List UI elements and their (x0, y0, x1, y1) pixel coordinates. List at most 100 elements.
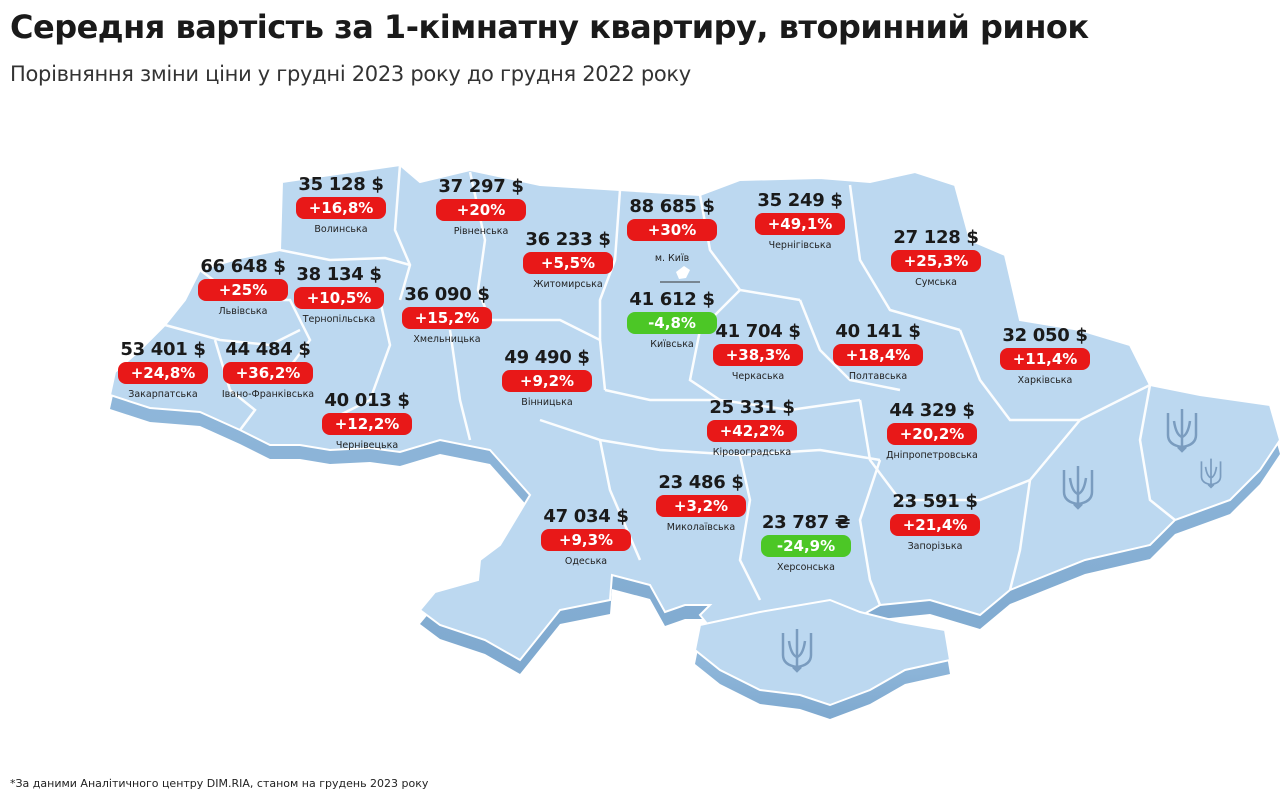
region-change-badge: +11,4% (1000, 348, 1090, 370)
region-price: 41 612 $ (629, 289, 715, 310)
region-label: 35 249 $ +49,1% Чернігівська (735, 190, 865, 251)
region-price: 40 141 $ (835, 321, 921, 342)
region-price: 35 249 $ (757, 190, 843, 211)
region-name: Черкаська (731, 371, 785, 382)
region-price: 37 297 $ (438, 176, 524, 197)
region-change-badge: +9,3% (541, 529, 631, 551)
region-label: 49 490 $ +9,2% Вінницька (482, 347, 612, 408)
region-price: 23 787 ₴ (761, 512, 851, 533)
trident-icon (1200, 458, 1222, 489)
region-name: Київська (650, 339, 694, 350)
region-label: 23 787 ₴ -24,9% Херсонська (741, 512, 871, 573)
region-label: 88 685 $ +30% м. Київ (607, 196, 737, 264)
region-price: 44 329 $ (889, 400, 975, 421)
region-name: Рівненська (453, 226, 509, 237)
region-name: Полтавська (848, 371, 908, 382)
region-label: 66 648 $ +25% Львівська (178, 256, 308, 317)
page-title: Середня вартість за 1-кімнатну квартиру,… (10, 8, 1089, 46)
region-change-badge: +42,2% (707, 420, 797, 442)
region-name: Миколаївська (666, 522, 736, 533)
region-price: 25 331 $ (709, 397, 795, 418)
region-name: м. Київ (654, 253, 690, 264)
region-name: Житомирська (533, 279, 603, 290)
region-change-badge: +24,8% (118, 362, 208, 384)
region-label: 27 128 $ +25,3% Сумська (871, 227, 1001, 288)
region-name: Хмельницька (413, 334, 481, 345)
region-change-badge: +18,4% (833, 344, 923, 366)
region-label: 36 090 $ +15,2% Хмельницька (382, 284, 512, 345)
region-name: Чернігівська (768, 240, 832, 251)
region-label: 23 486 $ +3,2% Миколаївська (636, 472, 766, 533)
kyiv-city-shape (676, 266, 690, 279)
region-change-badge: +21,4% (890, 514, 980, 536)
region-name: Сумська (915, 277, 957, 288)
region-change-badge: +25,3% (891, 250, 981, 272)
region-borders (164, 164, 1176, 606)
region-change-badge: +25% (198, 279, 288, 301)
trident-icon (781, 629, 813, 673)
region-label: 41 704 $ +38,3% Черкаська (693, 321, 823, 382)
region-change-badge: -24,9% (761, 535, 851, 557)
footnote: *За даними Аналітичного центру DIM.RIA, … (10, 777, 429, 790)
region-price: 38 134 $ (296, 264, 382, 285)
region-name: Закарпатська (128, 389, 198, 400)
region-label: 47 034 $ +9,3% Одеська (521, 506, 651, 567)
region-name: Чернівецька (335, 440, 399, 451)
region-price: 36 233 $ (525, 229, 611, 250)
region-price: 36 090 $ (404, 284, 490, 305)
region-price: 41 704 $ (715, 321, 801, 342)
region-change-badge: +16,8% (296, 197, 386, 219)
trident-icon (1062, 466, 1094, 510)
region-label: 37 297 $ +20% Рівненська (416, 176, 546, 237)
region-name: Кіровоградська (712, 447, 792, 458)
trident-icon (1166, 409, 1198, 453)
region-price: 32 050 $ (1002, 325, 1088, 346)
region-name: Львівська (218, 306, 268, 317)
region-price: 23 486 $ (658, 472, 744, 493)
region-price: 23 591 $ (892, 491, 978, 512)
region-price: 88 685 $ (629, 196, 715, 217)
region-change-badge: +12,2% (322, 413, 412, 435)
region-name: Харківська (1017, 375, 1073, 386)
region-name: Вінницька (521, 397, 573, 408)
region-name: Івано-Франківська (221, 389, 315, 400)
region-change-badge: +15,2% (402, 307, 492, 329)
region-change-badge: +30% (627, 219, 717, 241)
region-change-badge: +5,5% (523, 252, 613, 274)
region-change-badge: +36,2% (223, 362, 313, 384)
region-label: 35 128 $ +16,8% Волинська (276, 174, 406, 235)
region-name: Одеська (564, 556, 608, 567)
region-change-badge: +49,1% (755, 213, 845, 235)
region-price: 27 128 $ (893, 227, 979, 248)
region-change-badge: +9,2% (502, 370, 592, 392)
region-label: 36 233 $ +5,5% Житомирська (503, 229, 633, 290)
region-change-badge: +38,3% (713, 344, 803, 366)
region-price: 53 401 $ (120, 339, 206, 360)
region-label: 44 484 $ +36,2% Івано-Франківська (203, 339, 333, 400)
region-label: 53 401 $ +24,8% Закарпатська (98, 339, 228, 400)
region-label: 40 013 $ +12,2% Чернівецька (302, 390, 432, 451)
region-price: 66 648 $ (200, 256, 286, 277)
region-change-badge: +3,2% (656, 495, 746, 517)
region-change-badge: -4,8% (627, 312, 717, 334)
region-label: 38 134 $ +10,5% Тернопільська (274, 264, 404, 325)
region-label: 44 329 $ +20,2% Дніпропетровська (867, 400, 997, 461)
region-label: 23 591 $ +21,4% Запорізька (870, 491, 1000, 552)
region-price: 49 490 $ (504, 347, 590, 368)
region-name: Дніпропетровська (886, 450, 978, 461)
region-change-badge: +20,2% (887, 423, 977, 445)
region-name: Херсонська (776, 562, 835, 573)
region-name: Тернопільська (302, 314, 376, 325)
crimea-top-face (693, 598, 952, 707)
region-label: 25 331 $ +42,2% Кіровоградська (687, 397, 817, 458)
region-name: Запорізька (907, 541, 963, 552)
region-name: Волинська (314, 224, 368, 235)
page-subtitle: Порівняння зміни ціни у грудні 2023 року… (10, 62, 691, 86)
region-change-badge: +20% (436, 199, 526, 221)
region-label: 41 612 $ -4,8% Київська (607, 289, 737, 350)
region-price: 44 484 $ (225, 339, 311, 360)
region-change-badge: +10,5% (294, 287, 384, 309)
region-price: 47 034 $ (543, 506, 629, 527)
region-price: 40 013 $ (324, 390, 410, 411)
